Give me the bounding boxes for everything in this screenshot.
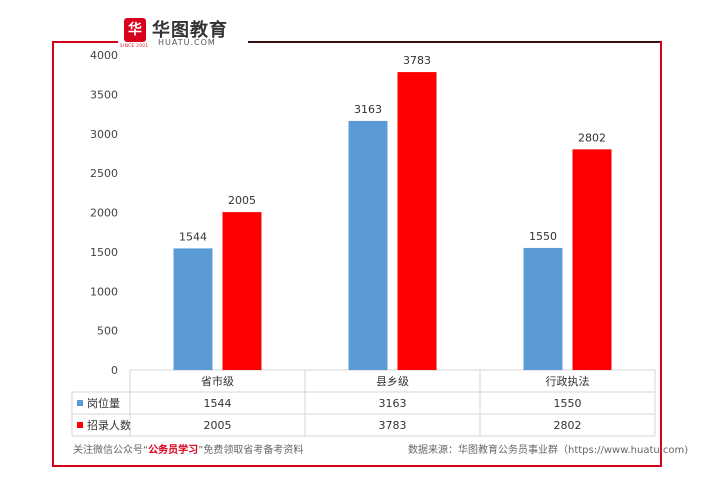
bar-data-label: 3783 — [403, 54, 431, 67]
bar — [348, 120, 388, 370]
footer-prefix: 关注微信公众号“ — [73, 445, 149, 456]
category-label: 县乡级 — [376, 375, 409, 388]
table-cell-value: 3163 — [379, 397, 407, 410]
y-tick-label: 0 — [111, 364, 118, 377]
bar — [523, 247, 563, 370]
logo-name-en: HUATU.COM — [158, 38, 216, 47]
category-label: 省市级 — [201, 374, 234, 388]
y-tick-label: 2500 — [90, 167, 118, 180]
bar-data-label: 2802 — [578, 131, 606, 144]
footer-wechat-note: 关注微信公众号“公务员学习”免费领取省考备考资料 — [73, 441, 303, 456]
bar-data-label: 3163 — [354, 103, 382, 116]
legend-key — [77, 422, 83, 428]
bar — [572, 149, 612, 370]
bar — [222, 212, 262, 370]
frame-bottom-border — [52, 465, 662, 467]
y-tick-label: 1000 — [90, 285, 118, 298]
y-tick-label: 500 — [97, 325, 118, 338]
frame-left-border — [52, 41, 54, 467]
category-label: 行政执法 — [546, 374, 590, 388]
footer-suffix: ”免费领取省考备考资料 — [198, 445, 304, 456]
logo-name-cn: 华图教育 — [152, 20, 228, 41]
footer-account-name: 公务员学习 — [148, 445, 199, 456]
bar — [397, 72, 437, 371]
legend-series-name: 招录人数 — [87, 418, 131, 432]
huatu-logo: 华 SINCE 2001 华图教育 HUATU.COM — [118, 16, 248, 50]
table-cell-value: 2802 — [554, 419, 582, 432]
logo-since-text: SINCE 2001 — [120, 43, 149, 48]
frame-right-border — [660, 41, 662, 467]
bar-data-label: 2005 — [228, 194, 256, 207]
bar — [173, 248, 213, 370]
table-cell-value: 1550 — [554, 397, 582, 410]
bar-data-label: 1550 — [529, 230, 557, 243]
y-tick-label: 4000 — [90, 49, 118, 62]
table-cell-value: 1544 — [204, 397, 232, 410]
frame-top-border-dark — [242, 41, 662, 43]
legend-series-name: 岗位量 — [87, 396, 120, 410]
legend-key — [77, 400, 83, 406]
logo-mark-icon: 华 — [124, 18, 146, 42]
footer-data-source: 数据来源：华图教育公务员事业群（https://www.huatu.com) — [408, 445, 689, 456]
y-tick-label: 3000 — [90, 128, 118, 141]
y-tick-label: 1500 — [90, 246, 118, 259]
table-cell-value: 2005 — [204, 419, 232, 432]
y-tick-label: 3500 — [90, 88, 118, 101]
y-tick-label: 2000 — [90, 207, 118, 220]
bar-data-label: 1544 — [179, 230, 207, 243]
table-cell-value: 3783 — [379, 419, 407, 432]
